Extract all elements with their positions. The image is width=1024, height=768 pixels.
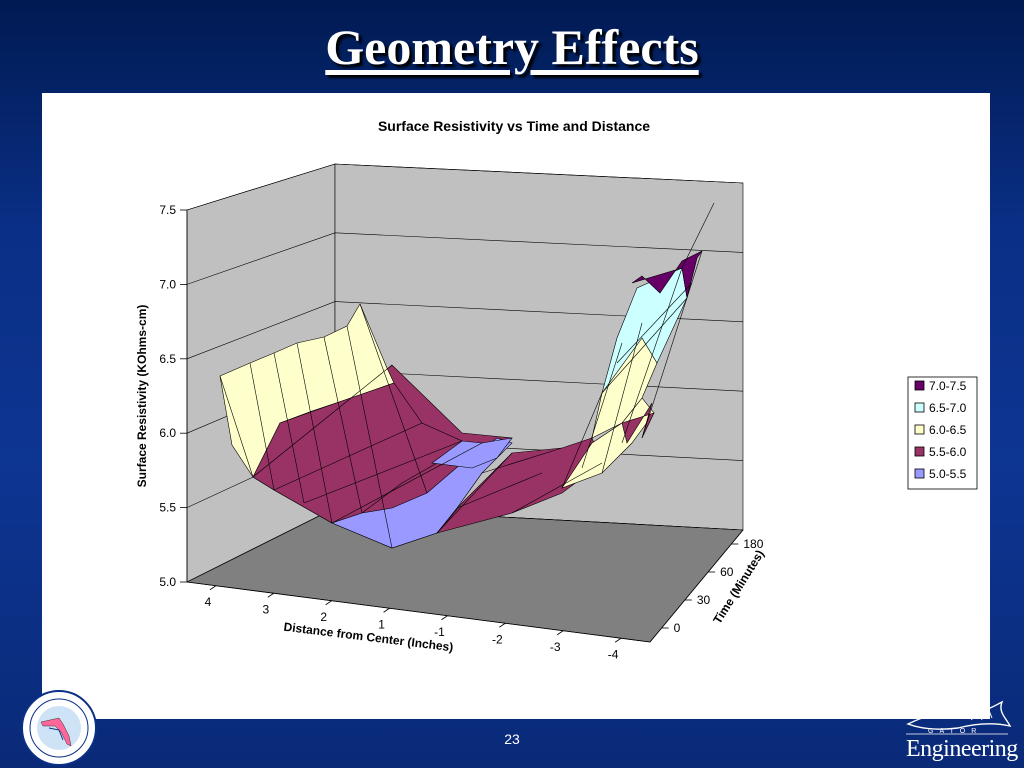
y-axis-ticks: 0 30 60 180 [661,537,764,635]
legend-label: 6.5-7.0 [929,401,967,415]
x-tick-label: -1 [434,625,445,639]
surface-mesh-line [616,282,693,364]
legend-label: 5.5-6.0 [929,445,967,459]
y-tick-label: 180 [743,537,763,551]
legend-swatch [914,446,925,457]
chart-area: 5.0 5.5 6.0 6.5 7.0 7.5 4 3 2 1 -1 -2 -3 -4 0 30 60 180… [42,93,990,719]
surface-mesh-line [296,342,333,524]
surface-mesh-line [601,297,688,394]
surface-plot [219,202,715,549]
x-tick-label: 4 [205,595,212,609]
surface-mesh-line [641,250,703,439]
surface-mesh-line [249,362,275,491]
legend-label: 6.0-6.5 [929,423,967,437]
surface-mesh-line [252,364,393,478]
surface-mesh-line [511,462,603,514]
z-tick-label: 5.0 [159,575,176,589]
surface-mesh-line [273,422,423,491]
x-tick-label: -2 [492,632,503,646]
legend-swatch [914,380,925,391]
surface-mesh-line [456,472,543,509]
surface-mesh-line [601,322,643,474]
legend-label: 7.0-7.5 [929,379,967,393]
surface-mesh-line [219,375,254,478]
surface-mesh-line [481,447,563,474]
surface-mesh-line [273,352,305,504]
gator-engineering-logo [906,700,1012,735]
chart-legend: 7.0-7.5 6.5-7.0 6.0-6.5 5.5-6.0 5.0-5.5 [907,376,978,490]
surface-mesh-line [346,325,393,549]
surface-mesh-line [581,342,623,469]
surface-mesh-line [436,452,513,534]
x-tick-label: -3 [550,640,561,654]
page-number: 23 [504,731,520,747]
legend-swatch [914,468,925,479]
chart-title: Surface Resistivity vs Time and Distance [378,118,650,134]
x-tick-label: 2 [320,610,327,624]
x-tick-label: 3 [262,602,269,616]
legend-swatch [914,402,925,413]
gator-small-text: GATOR [928,728,983,735]
x-axis-label: Distance from Center (Inches) [283,620,454,655]
surface-mesh-line [561,392,603,489]
z-tick-label: 6.5 [159,352,176,366]
legend-label: 5.0-5.5 [929,467,967,481]
chart-axes [186,210,744,643]
surface-mesh-line [331,442,483,524]
y-tick-label: 0 [674,621,681,635]
x-tick-label: -4 [608,647,619,661]
z-tick-label: 6.0 [159,426,176,440]
legend-swatch [914,424,925,435]
surface-mesh-line [359,303,428,494]
surface-chart: 5.0 5.5 6.0 6.5 7.0 7.5 4 3 2 1 -1 -2 -3 -4 0 30 60 180… [135,118,978,661]
y-tick-label: 30 [697,593,711,607]
fdot-seal-logo [21,690,97,766]
surface-mesh-line [303,440,463,504]
surface-mesh-line [323,336,363,514]
gator-engineering-text: Engineering [906,736,1018,762]
z-tick-label: 7.0 [159,277,176,291]
slide-title: Geometry Effects [325,19,699,75]
z-axis-label: Surface Resistivity (KOhms-cm) [135,305,149,488]
y-tick-label: 60 [720,565,734,579]
surface-mesh-line [621,267,683,444]
z-tick-label: 7.5 [159,203,176,217]
x-tick-label: 1 [378,617,385,631]
z-axis-ticks: 5.0 5.5 6.0 6.5 7.0 7.5 [159,203,187,589]
z-tick-label: 5.5 [159,501,176,515]
surface-mesh-line [681,202,715,269]
surface-patch [621,402,655,444]
x-axis-ticks: 4 3 2 1 -1 -2 -3 -4 [205,585,622,661]
